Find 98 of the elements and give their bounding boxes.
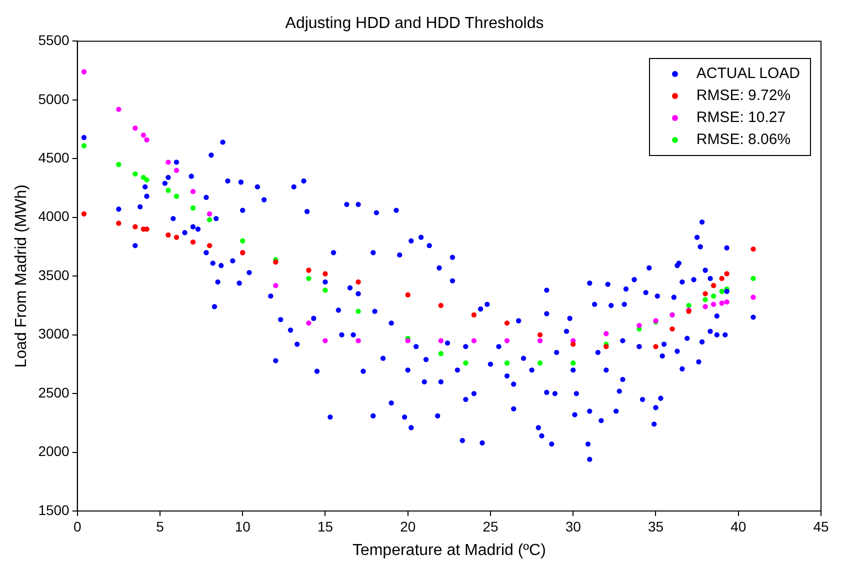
x-tick-label: 30 — [565, 518, 582, 534]
x-tick-label: 25 — [482, 518, 498, 534]
legend-label: RMSE: 10.27 — [696, 108, 786, 128]
point — [273, 259, 278, 265]
point — [504, 320, 510, 326]
point — [438, 302, 444, 308]
point — [356, 338, 361, 344]
point — [570, 342, 576, 347]
point — [81, 143, 87, 148]
point — [322, 271, 328, 276]
y-tick-label: 3500 — [38, 266, 70, 283]
point — [750, 294, 756, 300]
point — [719, 276, 724, 282]
point — [724, 299, 730, 305]
x-tick-label: 20 — [400, 518, 416, 534]
point — [306, 276, 312, 282]
point — [471, 312, 477, 318]
point — [405, 338, 410, 344]
point — [670, 326, 675, 332]
point — [140, 132, 146, 138]
x-tick-label: 15 — [317, 518, 334, 534]
point — [116, 162, 122, 168]
point — [686, 302, 692, 308]
point — [653, 344, 658, 350]
point — [132, 171, 138, 177]
point — [144, 177, 150, 182]
y-tick-label: 4000 — [38, 208, 70, 224]
point — [438, 351, 444, 356]
point — [132, 126, 138, 131]
x-axis-title: Temperature at Madrid (ºC) — [352, 542, 546, 559]
point — [537, 332, 543, 338]
point — [710, 302, 716, 307]
point — [206, 217, 212, 222]
point — [471, 338, 477, 344]
point — [116, 106, 122, 112]
x-tick-label: 40 — [730, 518, 746, 534]
point — [719, 300, 724, 306]
point — [604, 331, 609, 336]
y-axis-title: Load From Madrid (MWh) — [13, 184, 30, 368]
y-tick-label: 4500 — [38, 150, 70, 166]
point — [190, 205, 196, 211]
x-tick-label: 45 — [813, 518, 829, 534]
x-tick-label: 5 — [156, 518, 164, 534]
point — [750, 276, 756, 282]
point — [463, 360, 468, 366]
point — [166, 160, 171, 165]
point — [570, 360, 576, 366]
legend-label: RMSE: 8.06% — [696, 130, 791, 150]
point — [504, 360, 510, 366]
point — [322, 288, 328, 293]
point — [206, 242, 212, 248]
y-tick-label: 2000 — [38, 443, 70, 460]
point — [702, 291, 708, 296]
point — [81, 69, 87, 74]
point — [116, 220, 122, 226]
point — [356, 279, 361, 285]
point — [190, 188, 196, 194]
point — [710, 293, 716, 299]
point — [636, 322, 642, 328]
point — [190, 239, 196, 245]
point — [306, 320, 312, 326]
point — [710, 282, 716, 288]
x-tick-label: 10 — [234, 518, 251, 534]
y-tick-label: 3000 — [38, 326, 70, 342]
point — [166, 232, 171, 238]
point — [240, 238, 246, 244]
point — [702, 304, 708, 310]
point — [438, 338, 444, 344]
y-tick-label: 5000 — [38, 90, 70, 107]
point — [144, 137, 150, 142]
point — [504, 338, 510, 344]
legend-label: ACTUAL LOAD — [696, 64, 800, 84]
point — [537, 360, 543, 366]
point — [719, 288, 724, 294]
point — [174, 234, 180, 240]
point — [702, 296, 708, 302]
point — [174, 194, 180, 199]
point — [322, 338, 328, 344]
point — [537, 338, 543, 344]
y-tick-label: 2500 — [38, 384, 70, 400]
point — [81, 211, 87, 216]
point — [206, 211, 212, 216]
point — [356, 308, 361, 314]
x-tick-label: 0 — [73, 518, 82, 534]
point — [750, 246, 756, 252]
point — [132, 224, 138, 230]
point — [604, 344, 609, 350]
legend-label: RMSE: 9.72% — [696, 86, 791, 106]
x-tick-label: 35 — [648, 518, 664, 534]
chart-title: Adjusting HDD and HDD Thresholds — [285, 15, 544, 32]
point — [724, 271, 730, 276]
y-tick-label: 5500 — [38, 32, 70, 48]
point — [174, 168, 180, 173]
point — [273, 282, 278, 288]
point — [166, 188, 171, 193]
point — [306, 268, 312, 273]
point — [405, 292, 410, 298]
y-tick-label: 1500 — [38, 502, 70, 518]
